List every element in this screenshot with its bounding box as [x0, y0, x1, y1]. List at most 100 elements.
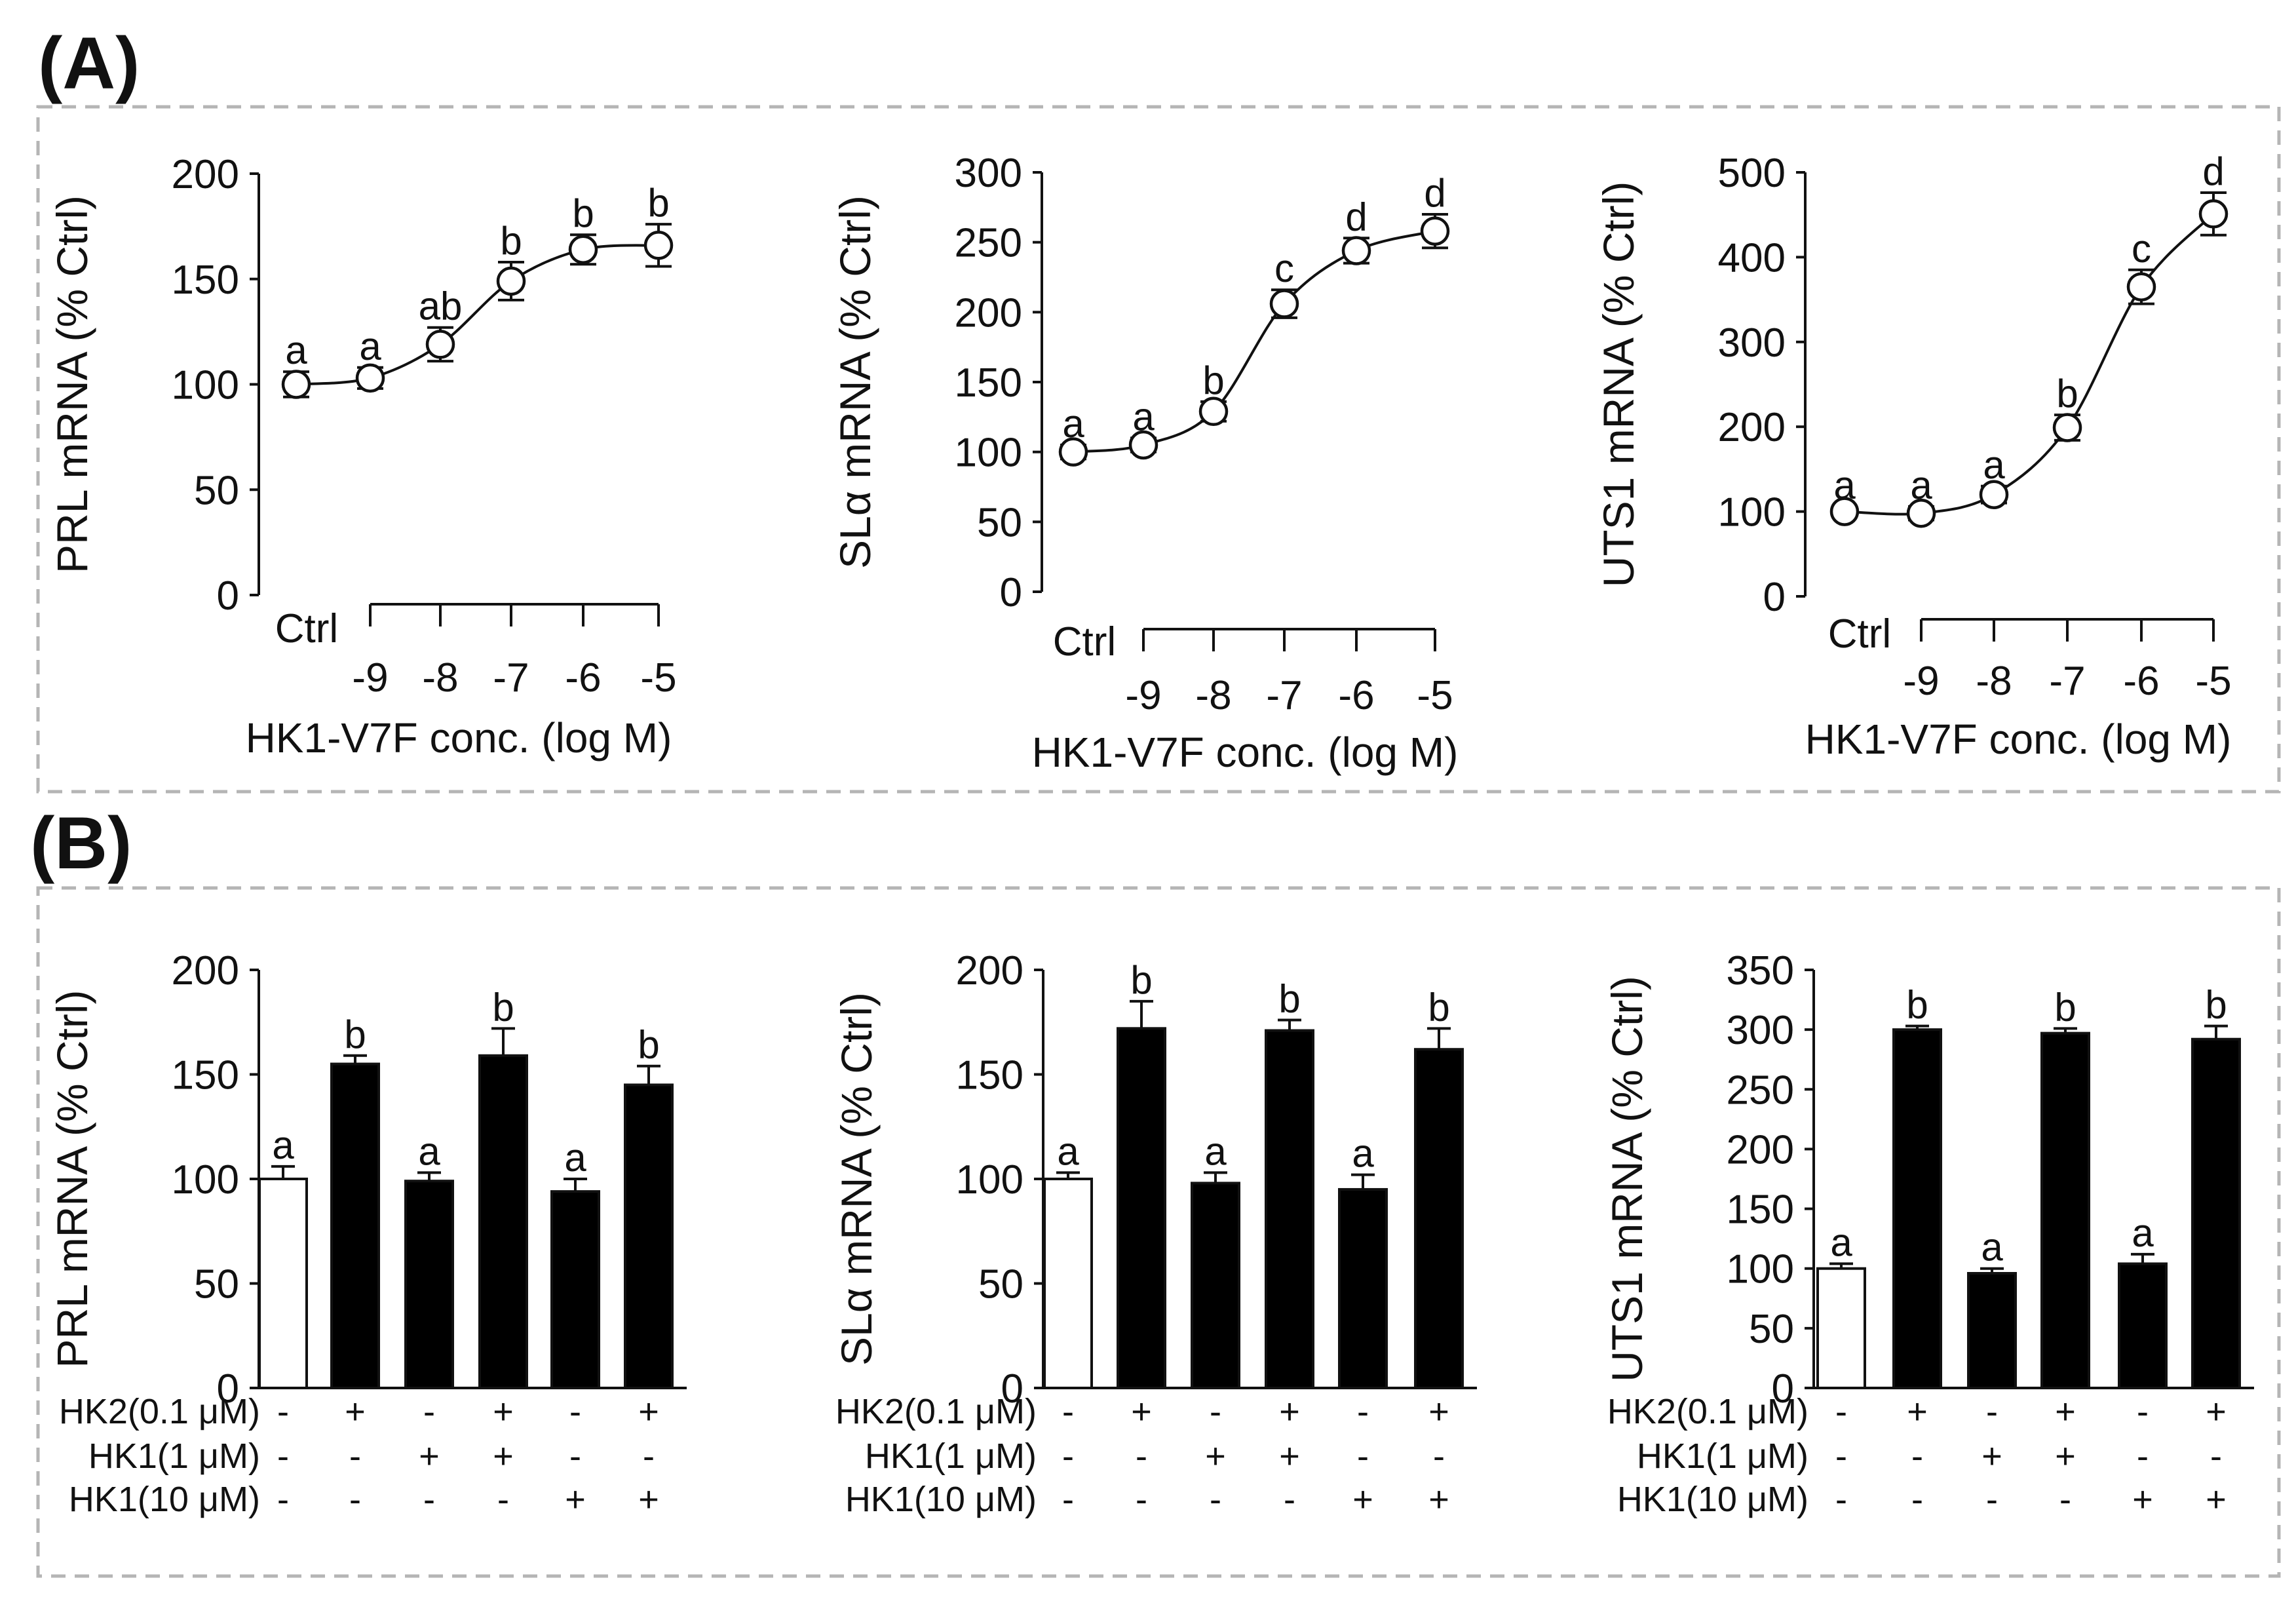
significance-letter: ab [419, 284, 463, 328]
y-axis-label: UTS1 mRNA (% Ctrl) [1603, 976, 1651, 1382]
y-tick-label: 200 [1727, 1127, 1794, 1172]
condition-sign: + [565, 1480, 586, 1519]
condition-sign: - [2137, 1392, 2149, 1431]
bar [1265, 1029, 1314, 1389]
bar [404, 1180, 454, 1389]
y-tick-label: 200 [1718, 405, 1786, 450]
condition-label: HK2(0.1 μM) [835, 1392, 1037, 1431]
significance-letter: a [285, 328, 307, 372]
condition-sign: + [1428, 1480, 1449, 1519]
data-point [1269, 289, 1299, 318]
condition-sign: - [569, 1436, 581, 1476]
bar [1043, 1178, 1093, 1389]
x-axis-label: HK1-V7F conc. (log M) [1805, 716, 2232, 763]
data-point [1420, 216, 1450, 246]
y-tick-label: 50 [194, 1262, 239, 1307]
y-tick-label: 100 [172, 363, 239, 408]
data-point [496, 266, 526, 296]
y-tick-label: 500 [1718, 151, 1786, 196]
y-tick-label: 400 [1718, 235, 1786, 280]
y-tick-label: 0 [1763, 575, 1786, 620]
condition-sign: + [1907, 1392, 1928, 1431]
condition-sign: + [1131, 1392, 1152, 1431]
significance-letter: a [2132, 1211, 2154, 1255]
condition-sign: + [2206, 1480, 2227, 1519]
condition-sign: + [2206, 1392, 2227, 1431]
significance-letter: b [1428, 985, 1449, 1029]
significance-letter: a [1981, 1225, 2003, 1269]
bar-chart-6: 0 50 100 150 200 250 300 350 UTS1 mRNA (% Ctrl) a… [1603, 948, 2254, 1519]
condition-sign: - [1835, 1436, 1847, 1476]
y-tick-label: 50 [1749, 1307, 1794, 1352]
x-tick-label: -9 [1125, 673, 1161, 718]
significance-letter: a [359, 324, 381, 368]
x-tick-label: -5 [2195, 659, 2231, 704]
condition-sign: - [1986, 1480, 1998, 1519]
data-point [2198, 199, 2229, 229]
x-tick-label: -8 [422, 655, 458, 701]
panel-b-label: (B) [30, 802, 132, 884]
condition-sign: - [423, 1480, 435, 1519]
x-tick-label: -9 [1903, 659, 1939, 704]
y-tick-label: 250 [1727, 1068, 1794, 1113]
significance-letter: a [1983, 443, 2005, 487]
data-point [1198, 396, 1229, 427]
y-tick-label: 100 [1727, 1247, 1794, 1292]
condition-sign: - [1210, 1480, 1221, 1519]
y-axis-label: PRL mRNA (% Ctrl) [48, 990, 96, 1368]
condition-sign: - [1210, 1392, 1221, 1431]
y-tick-label: 200 [956, 948, 1024, 993]
condition-sign: + [1981, 1436, 2002, 1476]
data-point [1979, 480, 2009, 509]
bar [2118, 1262, 2168, 1389]
significance-letter: b [2056, 372, 2078, 415]
condition-sign: + [1352, 1480, 1373, 1519]
x-tick-label: -8 [1195, 673, 1231, 718]
y-tick-label: 0 [1772, 1366, 1794, 1412]
y-axis-label: PRL mRNA (% Ctrl) [48, 195, 96, 573]
significance-letter: a [418, 1129, 440, 1173]
x-tick-label: -6 [2123, 659, 2159, 704]
y-tick-label: 300 [1727, 1008, 1794, 1053]
y-tick-label: 100 [955, 431, 1022, 476]
data-point [1341, 236, 1371, 265]
condition-label: HK2(0.1 μM) [1607, 1392, 1808, 1431]
data-point [568, 235, 598, 264]
panel-b-frame [36, 886, 2281, 1578]
x-tick-label: -7 [1266, 673, 1302, 718]
bar [1338, 1187, 1388, 1389]
condition-sign: - [1357, 1436, 1369, 1476]
y-tick-label: 0 [1001, 1366, 1024, 1412]
significance-letter: a [1910, 463, 1932, 507]
bar [1892, 1028, 1942, 1389]
condition-sign: + [1279, 1436, 1300, 1476]
series-line [1073, 229, 1436, 453]
condition-sign: + [493, 1392, 514, 1431]
condition-sign: - [1062, 1480, 1074, 1519]
panel-a-frame [36, 105, 2281, 794]
condition-sign: - [2137, 1436, 2149, 1476]
y-tick-label: 50 [194, 468, 239, 513]
condition-sign: + [493, 1436, 514, 1476]
y-tick-label: 0 [217, 573, 239, 619]
condition-sign: - [1433, 1436, 1445, 1476]
condition-sign: - [497, 1480, 509, 1519]
condition-sign: - [277, 1392, 289, 1431]
x-tick-label: -5 [640, 655, 676, 701]
x-tick-label: -5 [1417, 673, 1453, 718]
bar [1816, 1267, 1866, 1389]
significance-letter: b [2054, 985, 2076, 1029]
condition-sign: - [277, 1480, 289, 1519]
bar [1967, 1272, 2017, 1390]
data-point [643, 231, 674, 260]
line-chart-3: 0 100 200 300 400 500 UTS1 mRNA (% Ctrl) Ctrl -9… [1594, 149, 2232, 763]
condition-sign: + [638, 1392, 659, 1431]
significance-letter: a [564, 1136, 586, 1180]
significance-letter: a [272, 1123, 294, 1167]
condition-sign: - [349, 1436, 361, 1476]
condition-sign: - [423, 1392, 435, 1431]
condition-sign: + [638, 1480, 659, 1519]
x-tick-label: -8 [1976, 659, 2012, 704]
significance-letter: b [1202, 358, 1224, 402]
condition-sign: + [419, 1436, 440, 1476]
